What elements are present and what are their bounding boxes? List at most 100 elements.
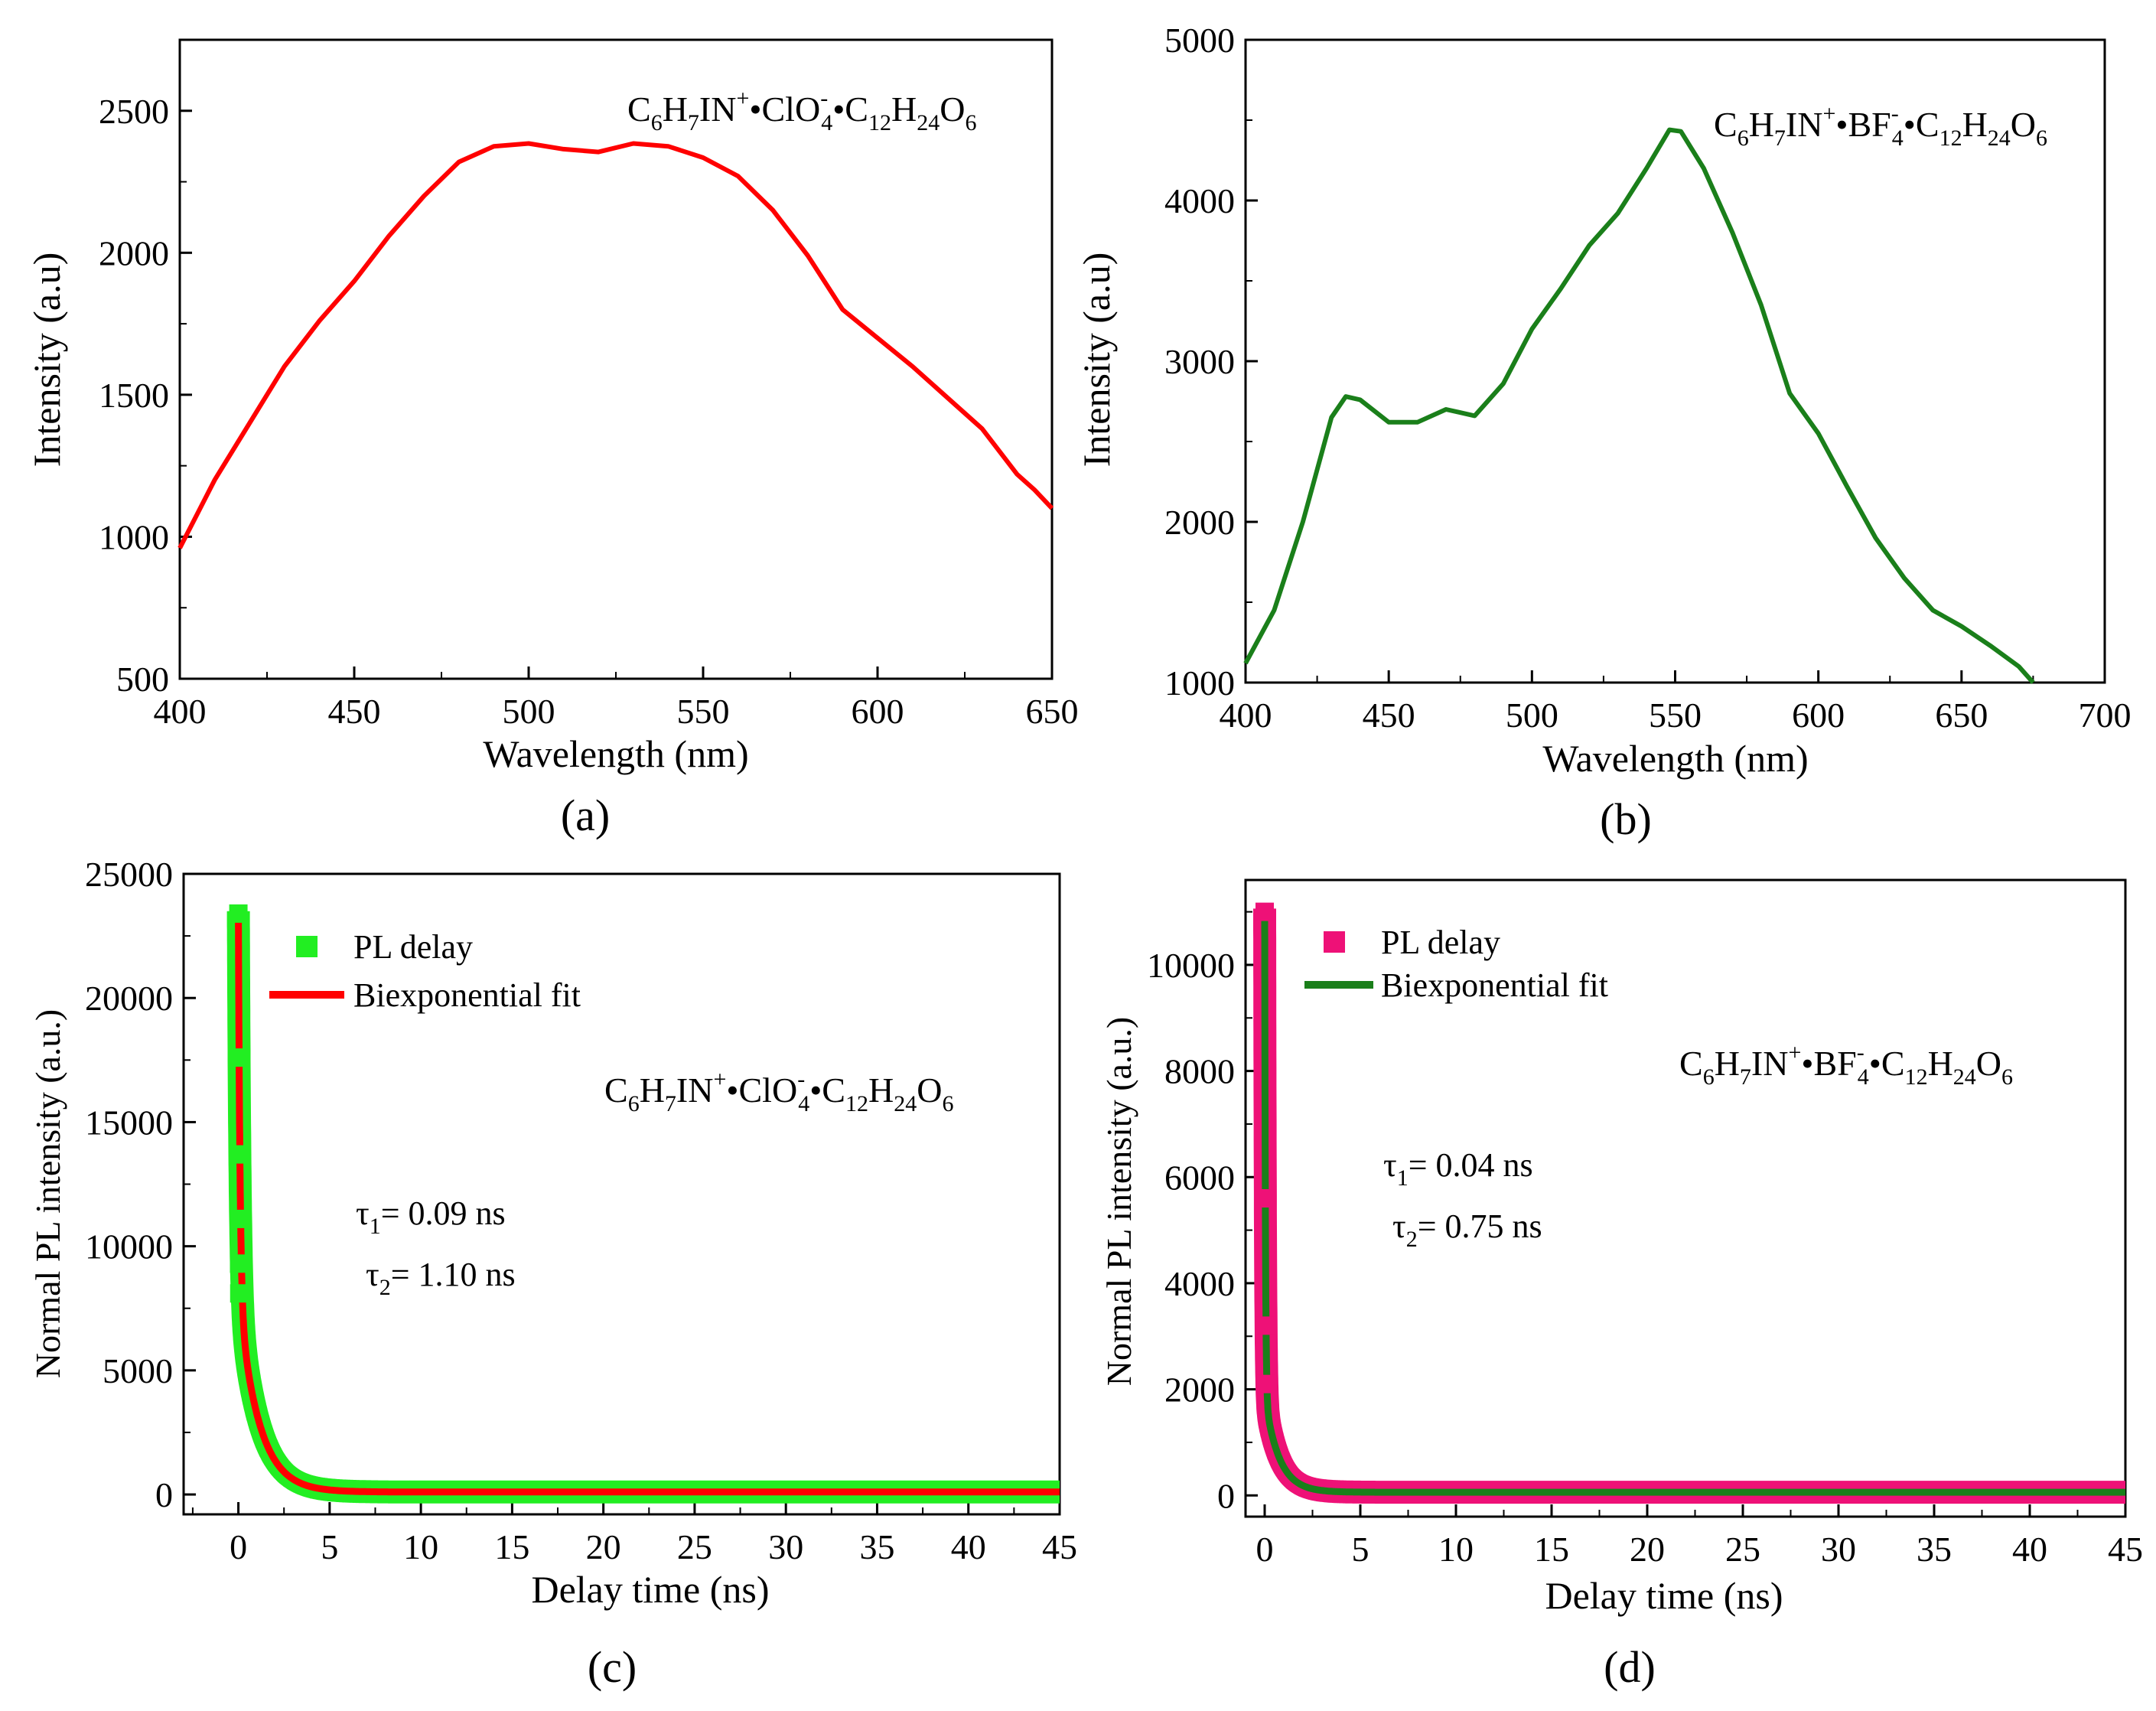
x-tick-label: 45 (1042, 1527, 1077, 1566)
pl-delay-marker (229, 904, 248, 923)
legend-label-pl-delay: PL delay (353, 928, 473, 966)
spectrum-line (177, 141, 1054, 549)
x-tick-label: 20 (1630, 1530, 1665, 1569)
pl-delay-marker (230, 1145, 249, 1164)
y-tick-label: 4000 (1164, 181, 1235, 220)
panel-b: 400 450 500 550 600 650 700 1000 2000 3000 4000 50… (1075, 21, 2132, 844)
y-axis-label: Intensity (a.u) (25, 253, 68, 467)
panel-label: (c) (588, 1642, 637, 1692)
y-tick-label: 2000 (1164, 503, 1235, 542)
pl-delay-marker (230, 1254, 249, 1273)
x-tick-label: 15 (494, 1527, 529, 1566)
pl-delay-marker (230, 1209, 249, 1228)
plot-frame (178, 38, 1054, 680)
y-tick-label: 6000 (1164, 1158, 1235, 1197)
y-tick-label: 20000 (85, 979, 173, 1018)
legend: PL delay Biexponential fit (1304, 924, 1608, 1004)
x-tick-label: 500 (1506, 696, 1558, 735)
y-tick-label: 5000 (1164, 21, 1235, 60)
y-tick-label: 10000 (85, 1227, 173, 1266)
x-tick-label: 20 (586, 1527, 621, 1566)
y-tick-label: 8000 (1164, 1052, 1235, 1091)
compound-formula: C6H7IN+•BF-4•C12H24O6 (1714, 101, 2047, 151)
x-axis-label: Delay time (ns) (1545, 1574, 1783, 1617)
tau2-annotation: τ2= 1.10 ns (366, 1256, 516, 1300)
x-axis-ticks: 0 5 10 15 20 25 30 35 40 45 (1256, 1504, 2143, 1569)
x-tick-label: 400 (1220, 696, 1272, 735)
compound-formula: C6H7IN+•ClO-4•C12H24O6 (604, 1067, 953, 1116)
x-axis-label: Wavelength (nm) (1542, 737, 1808, 780)
y-tick-label: 1000 (1164, 663, 1235, 702)
series-layer (1253, 898, 2134, 1504)
legend: PL delay Biexponential fit (269, 928, 581, 1014)
y-axis-ticks: 0 5000 10000 15000 20000 25000 (85, 855, 196, 1514)
panel-d: 0 5 10 15 20 25 30 35 40 45 0 2000 4000 6000 8000 1000… (1099, 878, 2143, 1692)
legend-label-pl-delay: PL delay (1381, 924, 1500, 961)
panel-label: (a) (561, 790, 610, 840)
y-axis-ticks: 1000 2000 3000 4000 5000 (1164, 21, 1258, 702)
x-axis-label: Delay time (ns) (531, 1568, 769, 1611)
legend-marker-pl-delay (296, 936, 318, 957)
y-tick-label: 3000 (1164, 342, 1235, 381)
y-axis-label: Normal PL intensity (a.u.) (1099, 1017, 1138, 1386)
y-axis-ticks: 0 2000 4000 6000 8000 10000 (1147, 911, 1258, 1515)
series-layer (226, 899, 1069, 1504)
x-tick-label: 35 (859, 1527, 894, 1566)
y-tick-label: 1500 (99, 376, 169, 415)
x-tick-label: 450 (328, 692, 381, 731)
y-tick-label: 2000 (1164, 1370, 1235, 1410)
x-tick-label: 400 (154, 692, 207, 731)
x-tick-label: 500 (503, 692, 555, 731)
y-tick-label: 2500 (99, 92, 169, 131)
x-tick-label: 0 (230, 1527, 247, 1566)
x-tick-label: 45 (2108, 1530, 2143, 1569)
y-tick-label: 1000 (99, 517, 169, 556)
y-axis-label: Intensity (a.u) (1075, 253, 1118, 467)
tau1-annotation: τ1= 0.09 ns (356, 1194, 506, 1239)
y-tick-label: 5000 (103, 1351, 173, 1390)
y-tick-label: 15000 (85, 1103, 173, 1142)
x-tick-label: 30 (768, 1527, 803, 1566)
x-tick-label: 450 (1363, 696, 1415, 735)
spectrum-line (1243, 127, 2035, 684)
compound-formula: C6H7IN+•ClO-4•C12H24O6 (627, 86, 976, 135)
legend-label-fit: Biexponential fit (353, 976, 581, 1014)
y-tick-label: 10000 (1147, 946, 1235, 985)
plot-frame (1244, 878, 2127, 1518)
pl-delay-marker (1256, 1316, 1275, 1335)
x-tick-label: 5 (321, 1527, 338, 1566)
x-axis-label: Wavelength (nm) (483, 732, 748, 775)
x-tick-label: 600 (1792, 696, 1845, 735)
pl-delay-marker (1255, 1189, 1275, 1207)
biexponential-fit-line (235, 908, 1060, 1496)
x-tick-label: 40 (2012, 1530, 2047, 1569)
panel-label: (b) (1600, 794, 1652, 844)
y-axis-ticks: 500 1000 1500 2000 2500 (99, 39, 192, 699)
plot-frame (182, 872, 1061, 1516)
legend-label-fit: Biexponential fit (1381, 966, 1608, 1004)
x-tick-label: 650 (1935, 696, 1988, 735)
x-tick-label: 15 (1534, 1530, 1569, 1569)
y-axis-label: Normal PL intensity (a.u.) (28, 1009, 67, 1378)
series-layer (1243, 127, 2035, 684)
x-tick-label: 30 (1821, 1530, 1856, 1569)
x-tick-label: 0 (1256, 1530, 1274, 1569)
series-layer (177, 141, 1054, 549)
panel-a: 400 450 500 550 600 650 500 1000 1500 2000 2500 W… (25, 38, 1079, 840)
compound-formula: C6H7IN+•BF-4•C12H24O6 (1679, 1040, 2013, 1090)
panel-c: 0 5 10 15 20 25 30 35 40 45 0 5000 10000 15000 20000 2… (28, 855, 1077, 1692)
x-tick-label: 700 (2079, 696, 2132, 735)
biexponential-fit-line (1261, 905, 2126, 1496)
tau2-annotation: τ2= 0.75 ns (1392, 1207, 1542, 1252)
x-axis-ticks: 0 5 10 15 20 25 30 35 40 45 (191, 1502, 1077, 1566)
y-tick-label: 25000 (85, 855, 173, 894)
x-tick-label: 10 (403, 1527, 438, 1566)
pl-delay-marker (230, 1284, 249, 1303)
y-tick-label: 2000 (99, 233, 169, 272)
x-axis-ticks: 400 450 500 550 600 650 700 (1220, 670, 2132, 735)
y-tick-label: 0 (1217, 1476, 1235, 1515)
x-tick-label: 25 (677, 1527, 712, 1566)
x-tick-label: 25 (1725, 1530, 1760, 1569)
x-tick-label: 40 (951, 1527, 986, 1566)
x-axis-ticks: 400 450 500 550 600 650 (154, 666, 1079, 731)
